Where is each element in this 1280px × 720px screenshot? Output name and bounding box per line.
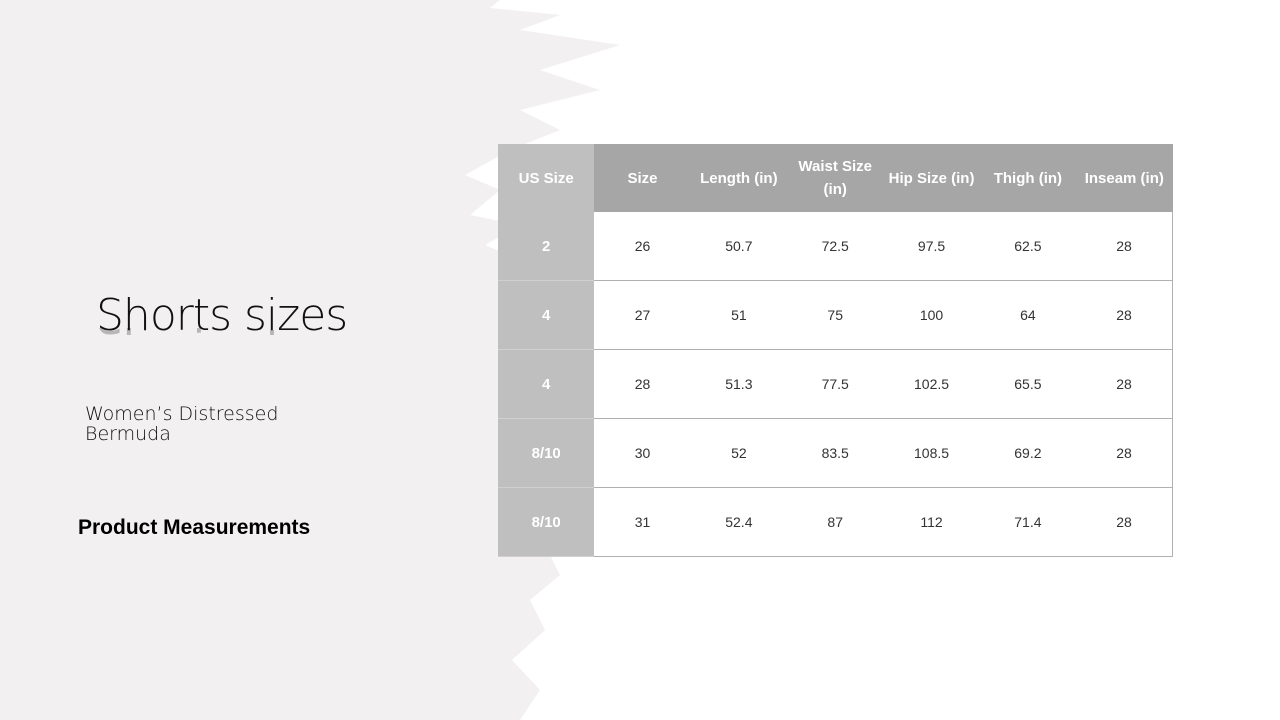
- column-header: Size: [594, 144, 691, 212]
- table-cell: 28: [1076, 212, 1174, 281]
- table-cell: 51: [690, 280, 788, 350]
- table-cell: 87: [787, 487, 884, 557]
- table-cell: 62.5: [979, 212, 1077, 281]
- us-size-cell: 8/10: [498, 418, 595, 488]
- table-cell: 28: [594, 349, 691, 419]
- table-cell: 51.3: [690, 349, 788, 419]
- table-header-row: US Size Size Length (in) Waist Size (in)…: [498, 144, 1173, 212]
- table-cell: 27: [594, 280, 691, 350]
- size-table: US Size Size Length (in) Waist Size (in)…: [498, 144, 1174, 557]
- table-cell: 26: [594, 212, 691, 281]
- table-cell: 71.4: [979, 487, 1077, 557]
- table-cell: 83.5: [787, 418, 884, 488]
- table-cell: 75: [787, 280, 884, 350]
- table-cell: 30: [594, 418, 691, 488]
- table-cell: 100: [883, 280, 980, 350]
- column-header: Thigh (in): [979, 144, 1077, 212]
- table-cell: 28: [1076, 418, 1174, 488]
- product-name: Women’s Distressed Bermuda: [85, 403, 279, 445]
- table-cell: 28: [1076, 487, 1174, 557]
- column-header: US Size: [498, 144, 595, 212]
- column-header: Hip Size (in): [883, 144, 980, 212]
- table-cell: 28: [1076, 280, 1174, 350]
- table-cell: 108.5: [883, 418, 980, 488]
- us-size-cell: 4: [498, 349, 595, 419]
- slide-title: Shorts sizes: [96, 290, 348, 341]
- table-cell: 112: [883, 487, 980, 557]
- us-size-cell: 2: [498, 212, 595, 281]
- table-cell: 28: [1076, 349, 1174, 419]
- table-cell: 50.7: [690, 212, 788, 281]
- table-cell: 52: [690, 418, 788, 488]
- table-cell: 72.5: [787, 212, 884, 281]
- table-cell: 77.5: [787, 349, 884, 419]
- table-cell: 64: [979, 280, 1077, 350]
- table-row: 2 26 50.7 72.5 97.5 62.5 28: [498, 212, 1174, 281]
- column-header: Inseam (in): [1076, 144, 1173, 212]
- table-row: 4 27 51 75 100 64 28: [498, 280, 1174, 350]
- table-row: 4 28 51.3 77.5 102.5 65.5 28: [498, 349, 1174, 419]
- table-cell: 102.5: [883, 349, 980, 419]
- table-cell: 31: [594, 487, 691, 557]
- slide-title-reflection: Shorts sizes: [96, 328, 347, 346]
- table-cell: 69.2: [979, 418, 1077, 488]
- us-size-cell: 8/10: [498, 487, 595, 557]
- section-label: Product Measurements: [78, 516, 311, 539]
- table-cell: 65.5: [979, 349, 1077, 419]
- column-header: Length (in): [690, 144, 788, 212]
- table-cell: 52.4: [690, 487, 788, 557]
- table-row: 8/10 31 52.4 87 112 71.4 28: [498, 487, 1174, 557]
- table-cell: 97.5: [883, 212, 980, 281]
- column-header: Waist Size (in): [787, 144, 884, 212]
- us-size-cell: 4: [498, 280, 595, 350]
- table-row: 8/10 30 52 83.5 108.5 69.2 28: [498, 418, 1174, 488]
